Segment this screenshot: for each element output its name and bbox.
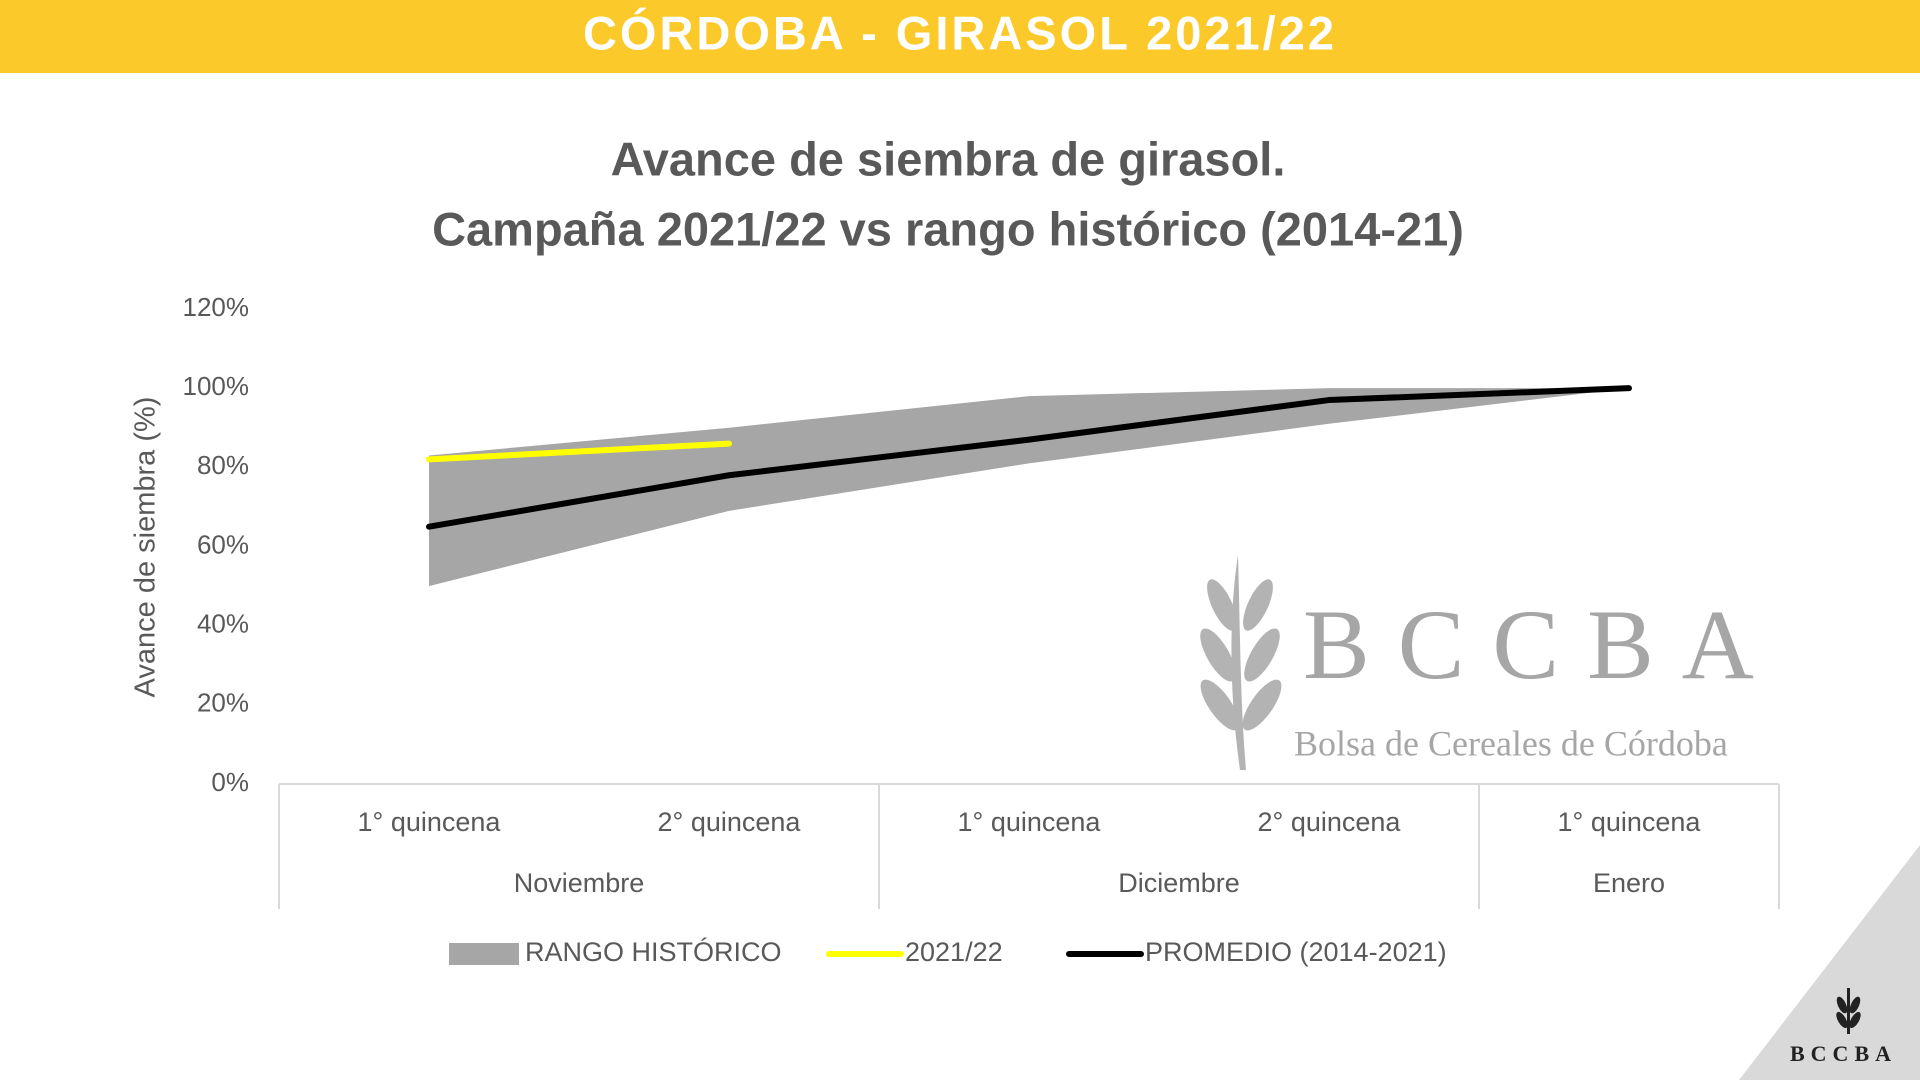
watermark-icon [1200,555,1282,770]
chart-title: Campaña 2021/22 vs rango histórico (2014… [432,202,1464,255]
y-tick-label: 80% [197,450,249,480]
x-group-label: Noviembre [514,868,645,898]
x-tick-label: 2° quincena [1258,807,1402,837]
watermark-subtitle: Bolsa de Cereales de Córdoba [1294,723,1728,763]
x-tick-label: 2° quincena [658,807,802,837]
corner-name: BCCBA [1790,1041,1897,1066]
y-tick-label: 120% [183,292,250,322]
watermark-name: BCCBA [1303,589,1782,700]
legend-label: 2021/22 [905,937,1003,967]
x-group-label: Diciembre [1118,868,1240,898]
corner-triangle [1739,845,1920,1080]
x-tick-label: 1° quincena [358,807,502,837]
line [426,385,1632,530]
chart-title: Avance de siembra de girasol. [611,132,1286,185]
y-tick-label: 40% [197,609,249,639]
x-tick-label: 1° quincena [958,807,1102,837]
header-title: CÓRDOBA - GIRASOL 2021/22 [583,6,1337,59]
corner-icon [1836,988,1861,1034]
y-tick-label: 100% [183,371,250,401]
y-tick-label: 60% [197,529,249,559]
x-group-label: Enero [1593,868,1665,898]
x-tick-label: 1° quincena [1558,807,1702,837]
line [426,440,732,463]
legend-label: PROMEDIO (2014-2021) [1145,937,1447,967]
y-tick-label: 20% [197,688,249,718]
range-area [429,388,1629,587]
y-axis-label: Avance de siembra (%) [130,397,162,698]
y-tick-label: 0% [211,767,249,797]
legend-label: RANGO HISTÓRICO [525,936,782,967]
legend-swatch [449,943,519,965]
header-bar [0,0,1920,73]
